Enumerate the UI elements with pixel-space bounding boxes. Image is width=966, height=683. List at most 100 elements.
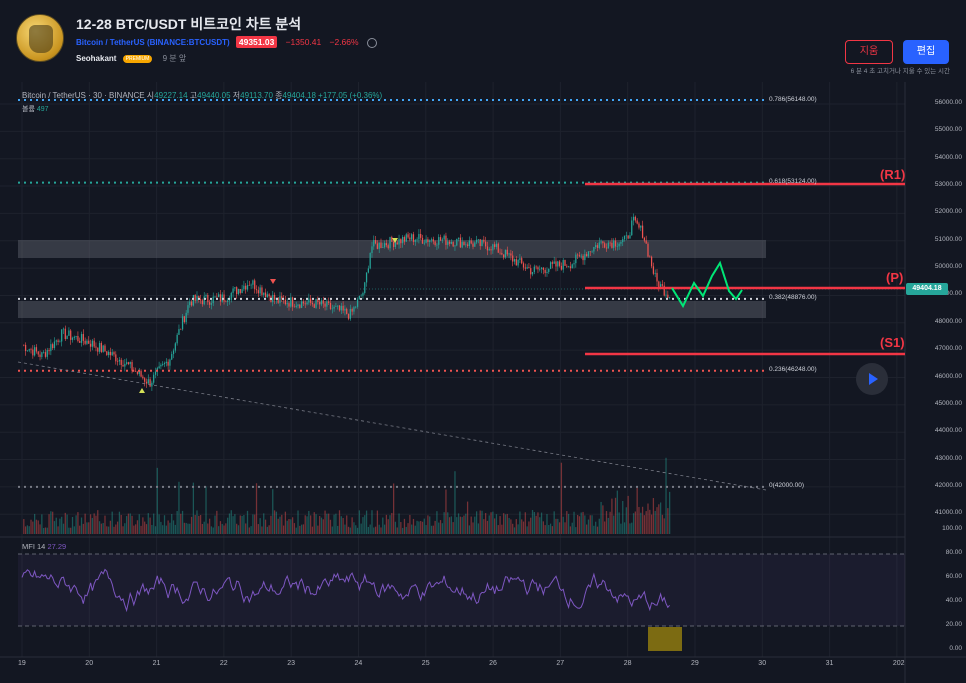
candle-body xyxy=(300,301,303,308)
candle-body xyxy=(517,259,519,266)
volume-bar xyxy=(189,523,191,534)
candle-body xyxy=(35,347,38,352)
candle-body xyxy=(355,306,357,308)
volume-bar xyxy=(522,521,525,534)
candle-body xyxy=(625,235,627,237)
volume-bar xyxy=(100,523,103,534)
candle-body xyxy=(481,239,483,247)
candle-body xyxy=(405,234,407,242)
candle-body xyxy=(510,253,512,256)
volume-bar xyxy=(398,513,400,534)
candle-body xyxy=(203,296,205,305)
volume-bar xyxy=(650,514,653,534)
delete-button[interactable]: 지움 xyxy=(845,40,893,64)
candle-body xyxy=(317,298,319,302)
trend-line xyxy=(17,361,767,491)
volume-bar xyxy=(153,513,155,534)
candle-body xyxy=(506,249,508,255)
volume-bar xyxy=(432,525,434,534)
candle-body xyxy=(232,288,234,293)
fib-label-0236: 0.236(46248.00) xyxy=(769,366,817,373)
candle-body xyxy=(533,266,535,272)
volume-bar xyxy=(70,527,72,534)
chart-canvas[interactable] xyxy=(0,82,966,683)
volume-bar xyxy=(649,509,651,534)
volume-bar xyxy=(48,514,50,534)
volume-bar xyxy=(613,515,615,534)
edit-button[interactable]: 편집 xyxy=(903,40,949,64)
volume-bar xyxy=(544,525,546,534)
legend-high-label: 고 xyxy=(189,91,198,100)
candle-body xyxy=(97,347,99,352)
candle-body xyxy=(44,352,47,357)
candle-body xyxy=(80,334,83,343)
volume-bar xyxy=(645,511,647,534)
symbol-name-link[interactable]: Bitcoin / TetherUS xyxy=(76,38,145,47)
volume-bar xyxy=(174,524,176,534)
candle-body xyxy=(631,220,633,236)
symbol-code-link[interactable]: (BINANCE:BTCUSDT) xyxy=(146,38,230,47)
volume-bar xyxy=(185,522,187,534)
candle-body xyxy=(138,370,140,374)
volume-bar xyxy=(37,520,39,534)
volume-bar xyxy=(190,516,193,534)
volume-bar xyxy=(418,521,420,534)
volume-bar xyxy=(192,482,195,534)
candle-body xyxy=(396,242,398,245)
price-axis-label: 47000.00 xyxy=(934,345,962,353)
candle-body xyxy=(472,243,474,247)
candle-body xyxy=(548,268,550,272)
candle-body xyxy=(522,263,525,268)
candle-body xyxy=(198,296,200,300)
candle-body xyxy=(448,241,451,244)
candle-body xyxy=(104,345,106,352)
candle-body xyxy=(645,240,647,244)
volume-bar xyxy=(378,524,380,534)
volume-bar xyxy=(508,517,510,534)
candle-body xyxy=(172,350,175,355)
volume-bar xyxy=(591,515,593,534)
candle-body xyxy=(127,362,130,365)
volume-bar xyxy=(208,518,211,534)
candle-body xyxy=(656,272,658,282)
volume-bar xyxy=(596,526,599,534)
chart-area[interactable]: Bitcoin / TetherUS · 30 · BINANCE 시49227… xyxy=(0,82,966,683)
volume-bar xyxy=(199,514,202,534)
time-axis-label: 28 xyxy=(623,660,632,667)
alarm-clock-icon[interactable] xyxy=(366,37,377,48)
candle-body xyxy=(551,262,554,264)
volume-bar xyxy=(636,487,638,534)
candle-body xyxy=(102,345,104,352)
volume-bar xyxy=(196,510,198,534)
candle-body xyxy=(91,340,93,347)
volume-bar xyxy=(304,515,306,534)
volume-bar xyxy=(71,517,74,534)
volume-bar xyxy=(113,526,115,534)
volume-bar xyxy=(571,522,573,534)
volume-bar xyxy=(322,519,324,534)
volume-bar xyxy=(402,527,404,534)
author-avatar[interactable] xyxy=(16,14,64,62)
candle-body xyxy=(432,239,434,242)
candle-body xyxy=(398,238,400,245)
candle-body xyxy=(32,349,34,356)
volume-bar xyxy=(515,519,517,534)
volume-bar xyxy=(429,516,431,534)
candle-body xyxy=(425,239,427,243)
volume-bar xyxy=(84,513,86,534)
volume-bar xyxy=(24,526,27,534)
volume-bar xyxy=(479,510,481,534)
author-name-link[interactable]: Seohakant xyxy=(76,54,117,63)
candle-body xyxy=(324,303,326,307)
volume-bar xyxy=(526,526,528,534)
volume-bar xyxy=(659,502,662,534)
candle-body xyxy=(337,305,339,307)
candle-body xyxy=(416,239,418,241)
volume-bar xyxy=(234,514,236,534)
volume-bar xyxy=(373,527,375,534)
volume-bar xyxy=(169,522,171,534)
candle-body xyxy=(291,297,294,307)
candle-body xyxy=(162,363,164,365)
candle-body xyxy=(201,300,204,305)
replay-play-button[interactable] xyxy=(856,363,888,395)
